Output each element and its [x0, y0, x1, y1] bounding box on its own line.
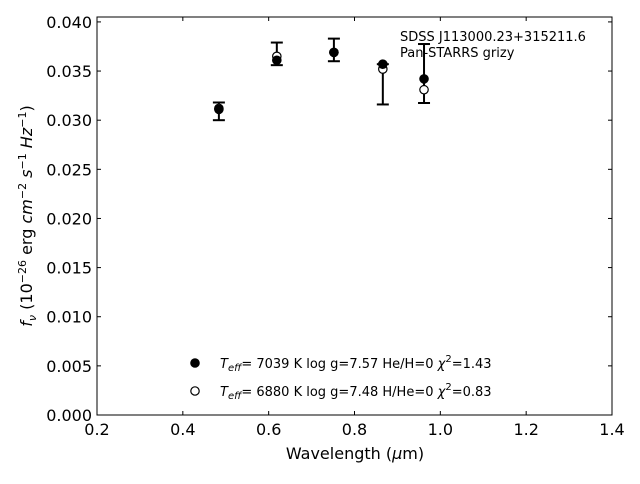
x-tick-label: 0.8 — [342, 420, 367, 439]
x-tick-label: 0.2 — [84, 420, 109, 439]
filled-point — [378, 59, 388, 69]
legend-marker — [190, 386, 200, 396]
y-tick-label: 0.015 — [46, 259, 92, 278]
annotation-survey: Pan-STARRS grizy — [400, 46, 515, 61]
y-axis-label: fν (10−26 erg cm−2 s−1 Hz−1) — [16, 105, 39, 326]
legend-marker — [190, 358, 200, 368]
x-tick-label: 1.4 — [599, 420, 624, 439]
y-tick-label: 0.005 — [46, 357, 92, 376]
plot-frame — [96, 16, 613, 416]
legend-label: Teff= 6880 K log g=7.48 H/He=0 χ2=0.83 — [220, 382, 492, 402]
x-tick-label: 0.4 — [170, 420, 195, 439]
y-tick-label: 0.040 — [46, 13, 92, 32]
y-tick-label: 0.035 — [46, 62, 92, 81]
x-tick-label: 1.0 — [428, 420, 453, 439]
legend: Teff= 7039 K log g=7.57 He/H=0 χ2=1.43 Te… — [190, 354, 492, 402]
x-axis-label: Wavelength (μm) — [286, 444, 424, 463]
y-tick-label: 0.010 — [46, 308, 92, 327]
x-tick-label: 1.2 — [513, 420, 538, 439]
y-tick-label: 0.020 — [46, 209, 92, 228]
filled-point — [272, 55, 282, 66]
annotation-object: SDSS J113000.23+315211.6 — [400, 30, 586, 45]
x-tick-label: 0.6 — [256, 420, 281, 439]
y-tick-label: 0.000 — [46, 406, 92, 425]
open-point — [419, 84, 429, 95]
y-tick-label: 0.025 — [46, 160, 92, 179]
filled-point — [329, 47, 339, 58]
legend-label: Teff= 7039 K log g=7.57 He/H=0 χ2=1.43 — [220, 354, 492, 374]
y-tick-label: 0.030 — [46, 111, 92, 130]
filled-point — [419, 74, 429, 84]
filled-point — [214, 104, 224, 115]
